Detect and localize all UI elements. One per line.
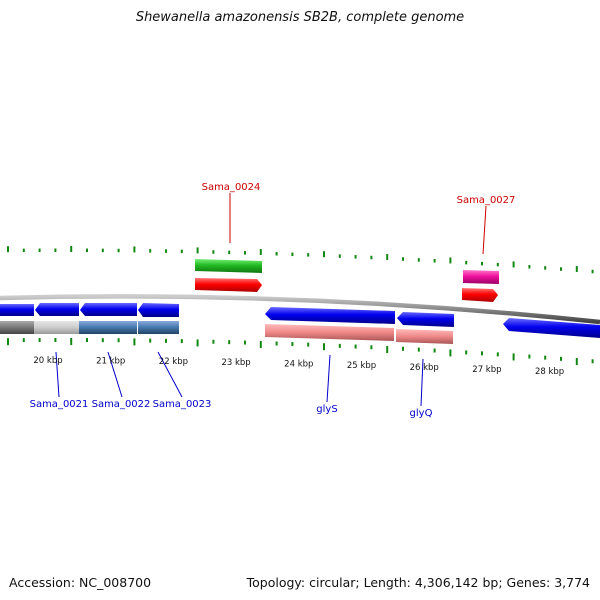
gene-label-sama-0024[interactable]: Sama_0024	[202, 182, 261, 193]
gene-arrow-right-edge[interactable]	[503, 318, 600, 338]
scale-label: 21 kbp	[96, 357, 125, 367]
glyq-leader	[420, 358, 424, 407]
sama-0024-green-feature[interactable]	[195, 259, 262, 273]
gene-label-sama-0023[interactable]: Sama_0023	[153, 399, 212, 410]
scale-label: 28 kbp	[535, 367, 564, 377]
accession-text: Accession: NC_008700	[9, 575, 152, 590]
track-segment-salmon-glyq	[396, 329, 453, 344]
scale-label: 25 kbp	[347, 361, 376, 371]
red-leader-lines	[229, 193, 487, 255]
scale-label: 23 kbp	[221, 358, 250, 368]
sama-0027-leader	[482, 205, 487, 255]
scale-label: 26 kbp	[410, 363, 439, 373]
track-segment-light	[34, 321, 79, 334]
sama-0021-leader	[55, 351, 60, 398]
upper-tick-row	[7, 246, 594, 274]
gene-label-sama-0027[interactable]: Sama_0027	[457, 195, 516, 206]
sama-0023-gene-arrow[interactable]	[138, 303, 179, 317]
glyq-gene-arrow[interactable]	[397, 312, 454, 327]
track-segment-grey	[0, 321, 34, 334]
track-segment-steel-2	[138, 321, 179, 334]
blue-leader-lines	[55, 351, 424, 407]
sama-0023-leader	[157, 351, 183, 398]
sama-0022-gene-arrow[interactable]	[80, 303, 137, 316]
scale-label: 20 kbp	[33, 356, 62, 366]
sama-0021-gene-arrow[interactable]	[35, 303, 79, 316]
genome-backbone	[0, 294, 600, 325]
track-segment-steel-1	[79, 321, 137, 334]
sama-0022-leader	[107, 351, 123, 398]
map-title: Shewanella amazonensis SB2B, complete ge…	[135, 10, 465, 25]
scale-label: 24 kbp	[284, 359, 313, 369]
glys-gene-arrow[interactable]	[265, 307, 395, 324]
gene-arrow-left-edge[interactable]	[0, 304, 34, 316]
gene-label-glyq[interactable]: glyQ	[410, 408, 433, 419]
scale-label: 22 kbp	[159, 357, 188, 367]
glys-leader	[326, 354, 331, 403]
sama-0027-magenta-feature[interactable]	[463, 270, 499, 284]
lower-tick-row	[7, 338, 594, 366]
track-segment-salmon-glys	[265, 324, 394, 341]
genome-summary-text: Topology: circular; Length: 4,306,142 bp…	[246, 575, 590, 590]
sama-0024-gene-arrow[interactable]	[195, 278, 262, 292]
scale-label: 27 kbp	[472, 365, 501, 375]
sama-0027-gene-arrow[interactable]	[462, 288, 498, 302]
gene-label-glys[interactable]: glyS	[316, 404, 337, 415]
gene-label-sama-0022[interactable]: Sama_0022	[92, 399, 151, 410]
gene-label-sama-0021[interactable]: Sama_0021	[30, 399, 89, 410]
scale-labels: 20 kbp 21 kbp 22 kbp 23 kbp 24 kbp 25 kbp 26 k…	[33, 356, 564, 377]
